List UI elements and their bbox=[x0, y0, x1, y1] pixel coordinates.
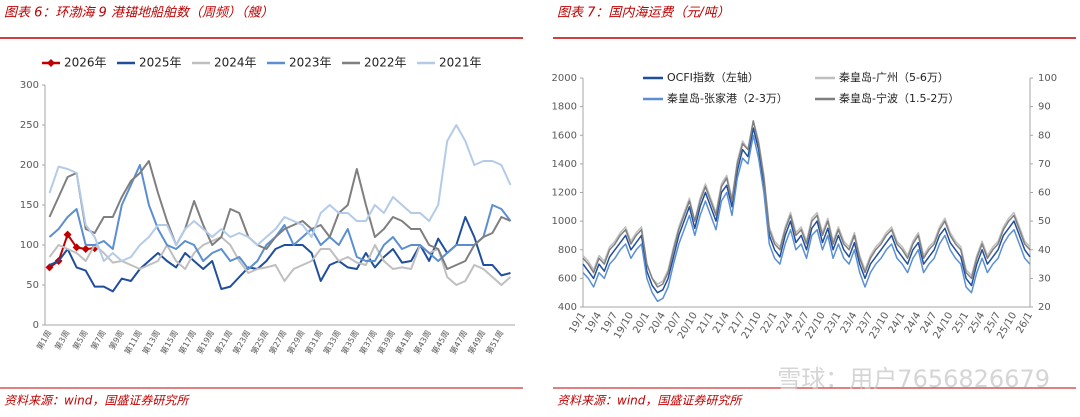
y-tick-label: 300 bbox=[20, 80, 39, 91]
y2-tick-label: 50 bbox=[1038, 216, 1051, 227]
y-tick-label: 50 bbox=[26, 280, 39, 291]
chart-title: 图表 6：环渤海 9 港锚地船舶数（周频）（艘） bbox=[4, 5, 273, 21]
y-tick-label: 1000 bbox=[552, 216, 577, 227]
y-tick-label: 2000 bbox=[552, 73, 577, 84]
y2-tick-label: 80 bbox=[1038, 130, 1051, 141]
y-tick-label: 150 bbox=[20, 200, 39, 211]
series-line bbox=[582, 127, 1031, 294]
series-line bbox=[48, 124, 512, 262]
y-tick-label: 100 bbox=[20, 240, 39, 251]
y2-tick-label: 70 bbox=[1038, 159, 1051, 170]
legend-label: 秦皇岛-张家港（2-3万） bbox=[667, 91, 788, 105]
chart-title: 图表 7：国内海运费（元/吨） bbox=[557, 5, 730, 21]
legend-label: 2026年 bbox=[64, 56, 107, 70]
y-tick-label: 1200 bbox=[552, 188, 577, 199]
source-note: 资料来源：wind，国盛证券研究所 bbox=[557, 394, 743, 408]
series-line bbox=[48, 236, 512, 286]
y-tick-label: 1400 bbox=[552, 159, 577, 170]
series-line bbox=[48, 164, 512, 270]
legend-label: 2021年 bbox=[439, 56, 482, 70]
x-tick-label: 第3周 bbox=[52, 328, 71, 351]
point-marker bbox=[63, 230, 72, 239]
y2-tick-label: 90 bbox=[1038, 102, 1051, 113]
y-tick-label: 600 bbox=[558, 273, 577, 284]
y2-tick-label: 30 bbox=[1038, 273, 1051, 284]
y-tick-label: 400 bbox=[558, 302, 577, 313]
legend-label: 2024年 bbox=[214, 56, 257, 70]
x-tick-label: 第5周 bbox=[70, 328, 89, 351]
legend-label: 2023年 bbox=[289, 56, 332, 70]
legend-label: 2022年 bbox=[364, 56, 407, 70]
point-marker bbox=[72, 243, 81, 252]
y2-tick-label: 20 bbox=[1038, 302, 1051, 313]
legend-label: 2025年 bbox=[139, 56, 182, 70]
x-tick-label: 26/1 bbox=[1014, 311, 1035, 336]
y2-tick-label: 60 bbox=[1038, 188, 1051, 199]
source-note: 资料来源：wind，国盛证券研究所 bbox=[4, 394, 190, 408]
legend-label: 秦皇岛-广州（5-6万） bbox=[839, 70, 949, 84]
legend-marker bbox=[47, 59, 55, 67]
y-tick-label: 200 bbox=[20, 160, 39, 171]
x-tick-label: 第51周 bbox=[484, 328, 506, 356]
y2-tick-label: 100 bbox=[1038, 73, 1057, 84]
x-tick-label: 第9周 bbox=[107, 328, 126, 351]
point-marker bbox=[45, 263, 54, 272]
legend-label: OCFI指数（左轴） bbox=[667, 70, 759, 84]
y-tick-label: 250 bbox=[20, 120, 39, 131]
y-tick-label: 800 bbox=[558, 245, 577, 256]
x-tick-label: 第1周 bbox=[34, 328, 53, 351]
y2-tick-label: 40 bbox=[1038, 245, 1051, 256]
legend-label: 秦皇岛-宁波（1.5-2万） bbox=[839, 91, 959, 105]
y-tick-label: 1800 bbox=[552, 102, 577, 113]
x-tick-label: 第7周 bbox=[88, 328, 107, 351]
series-line bbox=[582, 134, 1031, 303]
y-tick-label: 1600 bbox=[552, 130, 577, 141]
point-marker bbox=[81, 245, 90, 253]
y-tick-label: 0 bbox=[33, 320, 39, 331]
series-line bbox=[49, 216, 511, 293]
series-line bbox=[582, 120, 1031, 288]
series-line bbox=[48, 160, 511, 270]
watermark: 雪球：用户7656826679 bbox=[777, 365, 1050, 393]
